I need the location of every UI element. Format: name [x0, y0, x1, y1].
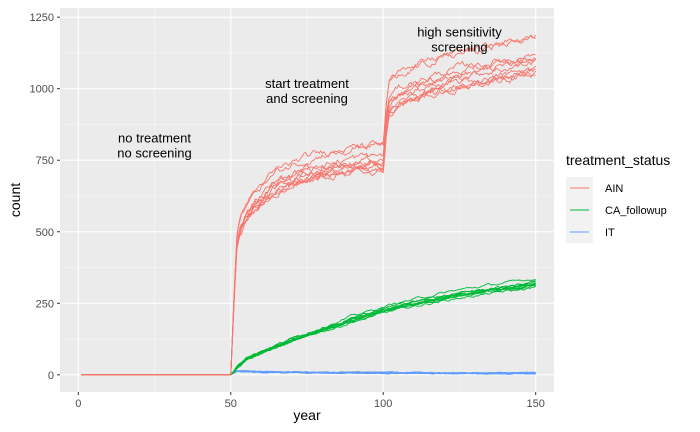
annotation-line: and screening	[266, 91, 348, 106]
y-axis-title: count	[7, 183, 23, 217]
y-tick-label: 1250	[30, 12, 54, 24]
x-tick-label: 150	[527, 398, 545, 410]
legend-item-ca-followup: CA_followup	[566, 199, 667, 221]
x-axis-title: year	[293, 407, 321, 423]
series-line-ain	[81, 67, 536, 376]
legend-item-it: IT	[566, 221, 615, 243]
y-axis: 0 250 500 750 1000 1250	[30, 12, 60, 382]
legend-label-ain: AIN	[605, 183, 623, 195]
y-tick-label: 0	[48, 370, 54, 382]
legend-label-ca-followup: CA_followup	[605, 205, 667, 217]
annotation-line: screening	[431, 39, 487, 54]
x-tick-label: 0	[75, 398, 81, 410]
annotation-line: no screening	[117, 145, 191, 160]
annotation-2: start treatment and screening	[265, 76, 349, 106]
annotation-line: start treatment	[265, 76, 349, 91]
y-tick-label: 750	[36, 155, 54, 167]
y-tick-label: 500	[36, 227, 54, 239]
minor-gridlines	[60, 8, 554, 392]
x-tick-label: 100	[374, 398, 392, 410]
legend-label-it: IT	[605, 227, 615, 239]
annotation-1: no treatment no screening	[117, 130, 191, 160]
legend-title: treatment_status	[566, 152, 670, 168]
annotations: no treatment no screening start treatment a…	[117, 24, 502, 160]
x-axis: 0 50 100 150	[75, 392, 545, 410]
legend: treatment_status AIN CA_followup IT	[566, 152, 670, 243]
y-tick-label: 1000	[30, 84, 54, 96]
annotation-3: high sensitivity screening	[417, 24, 502, 54]
annotation-line: no treatment	[118, 130, 191, 145]
legend-item-ain: AIN	[566, 177, 623, 199]
annotation-line: high sensitivity	[417, 24, 502, 39]
series-layer	[81, 34, 537, 376]
x-tick-label: 50	[225, 398, 237, 410]
y-tick-label: 250	[36, 298, 54, 310]
major-gridlines	[60, 8, 554, 392]
